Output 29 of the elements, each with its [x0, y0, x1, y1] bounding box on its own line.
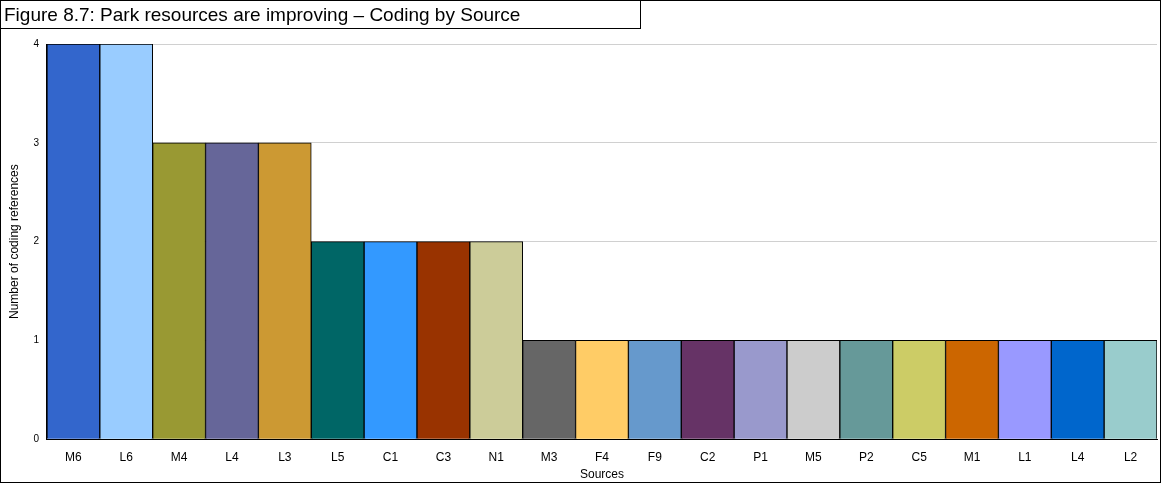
x-tick-label: F9: [647, 449, 663, 464]
x-tick-label: P2: [858, 449, 874, 464]
x-tick-label: L4: [225, 449, 239, 464]
x-tick-label: L3: [278, 449, 292, 464]
x-tick-label: L4: [1071, 449, 1085, 464]
x-tick-label: C3: [435, 449, 452, 464]
x-tick-label: L2: [1123, 449, 1138, 464]
y-tick-label: 2: [33, 235, 40, 247]
y-tick-label: 1: [33, 334, 40, 346]
chart-title: Figure 8.7: Park resources are improving – Coding by Source: [1, 1, 641, 29]
y-tick-label: 0: [33, 432, 40, 444]
x-tick-label: P1: [753, 449, 769, 464]
x-tick-label: L6: [119, 449, 134, 464]
y-axis-title: Number of coding references: [6, 164, 21, 319]
x-tick-label: M1: [963, 449, 981, 464]
x-tick-label: L1: [1018, 449, 1032, 464]
x-tick-label: M5: [805, 449, 823, 464]
x-tick-label: C1: [382, 449, 399, 464]
x-tick-label: N1: [488, 449, 505, 464]
y-tick-label: 3: [33, 136, 40, 148]
y-tick-label: 4: [33, 37, 40, 49]
x-axis-title: Sources: [579, 467, 624, 482]
x-tick-label: F4: [594, 449, 610, 464]
x-tick-label: M4: [170, 449, 188, 464]
x-tick-label: C2: [700, 449, 716, 464]
x-tick-label: L5: [331, 449, 345, 464]
x-tick-label: M3: [540, 449, 558, 464]
x-tick-label: C5: [911, 449, 928, 464]
x-tick-label: M6: [65, 449, 83, 464]
